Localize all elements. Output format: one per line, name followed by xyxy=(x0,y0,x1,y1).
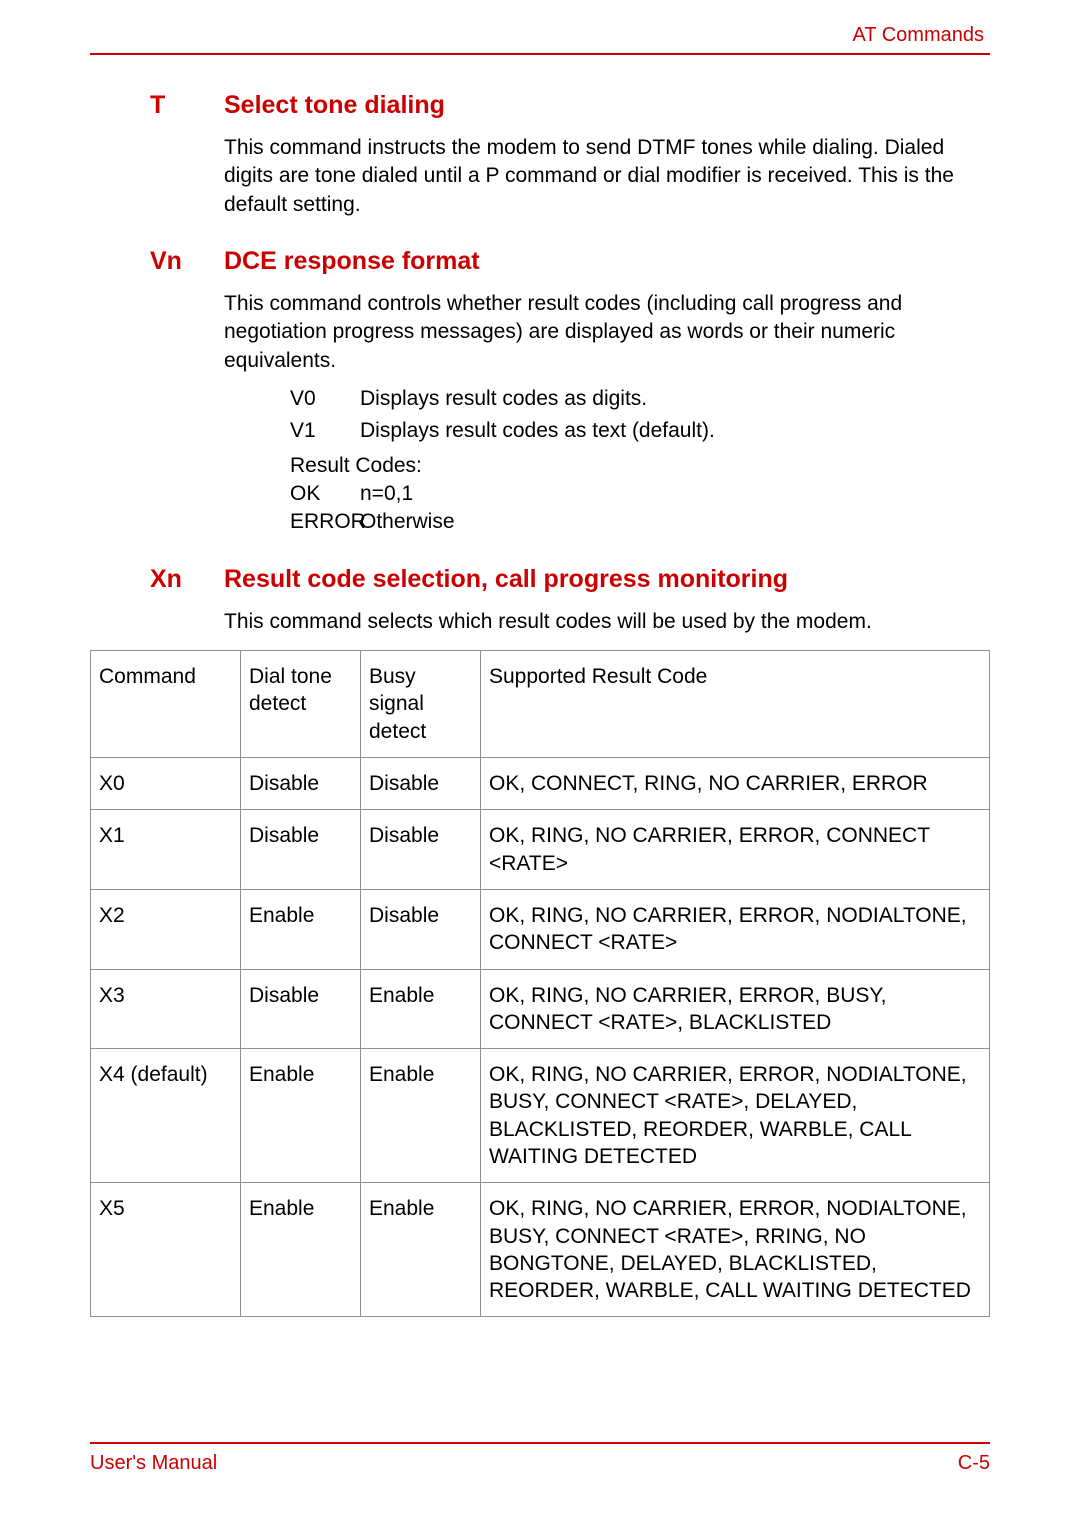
option-desc: Displays result codes as text (default). xyxy=(360,417,990,445)
table-cell: OK, RING, NO CARRIER, ERROR, BUSY, CONNE… xyxy=(481,969,990,1049)
table-row: X3DisableEnableOK, RING, NO CARRIER, ERR… xyxy=(91,969,990,1049)
table-cell: Enable xyxy=(241,889,361,969)
xn-table: Command Dial tone detect Busy signal det… xyxy=(90,650,990,1317)
table-cell: OK, RING, NO CARRIER, ERROR, CONNECT <RA… xyxy=(481,810,990,890)
result-code-row: OK n=0,1 xyxy=(290,480,990,508)
result-code-name: OK xyxy=(290,480,360,508)
table-row: X2EnableDisableOK, RING, NO CARRIER, ERR… xyxy=(91,889,990,969)
table-cell: Disable xyxy=(361,810,481,890)
table-header: Dial tone detect xyxy=(241,651,361,758)
option-code: V0 xyxy=(290,385,360,413)
option-code: V1 xyxy=(290,417,360,445)
result-code-value: n=0,1 xyxy=(360,480,413,508)
option-row: V0 Displays result codes as digits. xyxy=(290,385,990,413)
table-header: Command xyxy=(91,651,241,758)
table-cell: Enable xyxy=(241,1183,361,1317)
table-cell: OK, RING, NO CARRIER, ERROR, NODIALTONE,… xyxy=(481,889,990,969)
table-row: X4 (default)EnableEnableOK, RING, NO CAR… xyxy=(91,1049,990,1183)
heading-code: Xn xyxy=(150,565,224,594)
result-code-row: ERROR Otherwise xyxy=(290,508,990,536)
table-cell: Disable xyxy=(241,810,361,890)
result-codes-block: Result Codes: OK n=0,1 ERROR Otherwise xyxy=(290,452,990,537)
table-cell: OK, RING, NO CARRIER, ERROR, NODIALTONE,… xyxy=(481,1049,990,1183)
table-cell: X0 xyxy=(91,758,241,810)
table-cell: Enable xyxy=(361,969,481,1049)
header-section-label: AT Commands xyxy=(90,24,990,53)
table-cell: X4 (default) xyxy=(91,1049,241,1183)
footer-right: C-5 xyxy=(958,1452,990,1475)
result-code-value: Otherwise xyxy=(360,508,455,536)
table-cell: Enable xyxy=(361,1183,481,1317)
heading-title: Result code selection, call progress mon… xyxy=(224,565,788,594)
table-header: Busy signal detect xyxy=(361,651,481,758)
table-row: X0DisableDisableOK, CONNECT, RING, NO CA… xyxy=(91,758,990,810)
table-row: X5EnableEnableOK, RING, NO CARRIER, ERRO… xyxy=(91,1183,990,1317)
table-cell: Disable xyxy=(361,758,481,810)
section-heading-vn: Vn DCE response format xyxy=(150,247,990,276)
heading-title: Select tone dialing xyxy=(224,91,445,120)
heading-code: Vn xyxy=(150,247,224,276)
section-heading-t: T Select tone dialing xyxy=(150,91,990,120)
table-header: Supported Result Code xyxy=(481,651,990,758)
table-cell: X2 xyxy=(91,889,241,969)
page: AT Commands T Select tone dialing This c… xyxy=(0,0,1080,1317)
result-codes-label: Result Codes: xyxy=(290,452,990,480)
table-cell: X1 xyxy=(91,810,241,890)
section-heading-xn: Xn Result code selection, call progress … xyxy=(150,565,990,594)
footer-rule xyxy=(90,1442,990,1444)
table-header-row: Command Dial tone detect Busy signal det… xyxy=(91,651,990,758)
table-cell: X3 xyxy=(91,969,241,1049)
table-cell: OK, CONNECT, RING, NO CARRIER, ERROR xyxy=(481,758,990,810)
heading-title: DCE response format xyxy=(224,247,480,276)
table-cell: Enable xyxy=(241,1049,361,1183)
table-cell: Disable xyxy=(241,758,361,810)
heading-code: T xyxy=(150,91,224,120)
footer-left: User's Manual xyxy=(90,1452,217,1475)
option-row: V1 Displays result codes as text (defaul… xyxy=(290,417,990,445)
option-desc: Displays result codes as digits. xyxy=(360,385,990,413)
section-body-vn: This command controls whether result cod… xyxy=(224,290,980,375)
section-body-xn: This command selects which result codes … xyxy=(224,608,980,636)
header-rule xyxy=(90,53,990,55)
table-cell: OK, RING, NO CARRIER, ERROR, NODIALTONE,… xyxy=(481,1183,990,1317)
table-cell: Enable xyxy=(361,1049,481,1183)
section-body-t: This command instructs the modem to send… xyxy=(224,134,980,219)
table-cell: Disable xyxy=(241,969,361,1049)
footer: User's Manual C-5 xyxy=(90,1442,990,1475)
table-row: X1DisableDisableOK, RING, NO CARRIER, ER… xyxy=(91,810,990,890)
table-cell: X5 xyxy=(91,1183,241,1317)
table-cell: Disable xyxy=(361,889,481,969)
result-code-name: ERROR xyxy=(290,508,360,536)
